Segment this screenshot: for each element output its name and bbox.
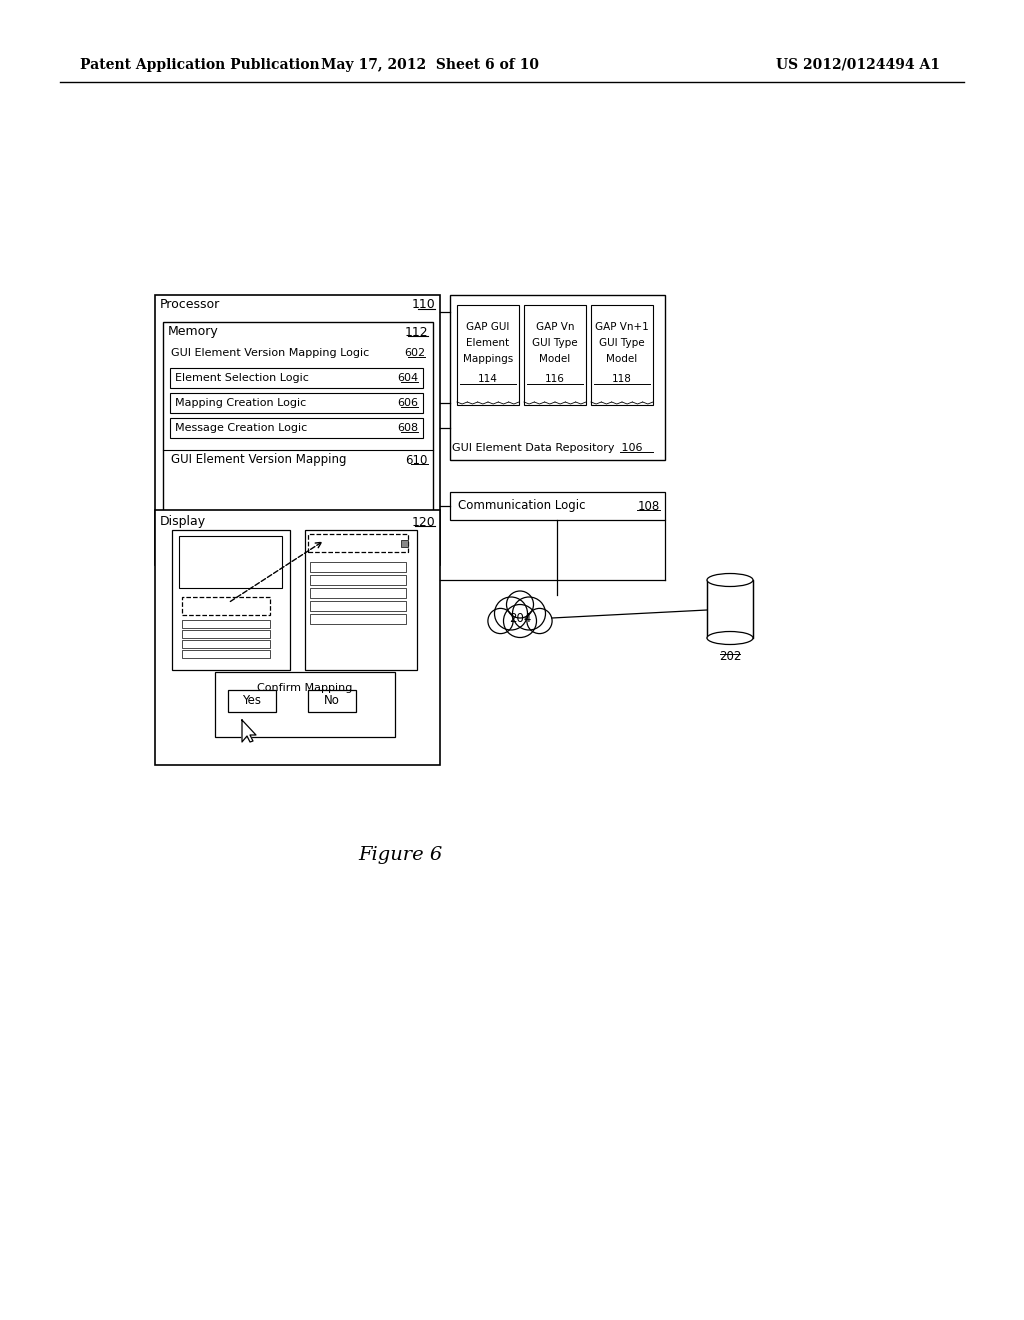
Text: May 17, 2012  Sheet 6 of 10: May 17, 2012 Sheet 6 of 10 xyxy=(321,58,539,73)
Bar xyxy=(310,587,406,598)
Bar xyxy=(450,492,665,520)
Text: Communication Logic: Communication Logic xyxy=(458,499,586,512)
Circle shape xyxy=(495,597,527,630)
Text: Display: Display xyxy=(160,516,206,528)
Bar xyxy=(182,630,270,638)
Bar xyxy=(310,576,406,585)
Text: 610: 610 xyxy=(406,454,428,466)
Text: GUI Type: GUI Type xyxy=(532,338,578,348)
Bar xyxy=(308,535,408,552)
Text: GAP Vn+1: GAP Vn+1 xyxy=(595,322,649,333)
Text: GUI Element Version Mapping Logic: GUI Element Version Mapping Logic xyxy=(171,348,370,358)
Bar xyxy=(457,305,519,405)
Text: US 2012/0124494 A1: US 2012/0124494 A1 xyxy=(776,58,940,73)
Circle shape xyxy=(512,597,546,630)
Text: GUI Element Version Mapping: GUI Element Version Mapping xyxy=(171,454,346,466)
Text: 202: 202 xyxy=(719,649,741,663)
Bar xyxy=(182,649,270,657)
Bar xyxy=(170,393,423,413)
Bar xyxy=(163,322,433,552)
Text: 602: 602 xyxy=(403,348,425,358)
Text: Patent Application Publication: Patent Application Publication xyxy=(80,58,319,73)
Bar xyxy=(305,531,417,671)
Text: Message Creation Logic: Message Creation Logic xyxy=(175,422,307,433)
Bar xyxy=(707,579,753,638)
Bar xyxy=(310,562,406,572)
Bar xyxy=(155,294,440,565)
Circle shape xyxy=(507,591,534,618)
Bar xyxy=(179,536,282,587)
Bar xyxy=(524,305,586,405)
Text: GAP GUI: GAP GUI xyxy=(466,322,510,333)
Circle shape xyxy=(504,605,537,638)
Text: GAP Vn: GAP Vn xyxy=(536,322,574,333)
Text: Memory: Memory xyxy=(168,326,219,338)
Bar xyxy=(170,418,423,438)
Text: Mapping Creation Logic: Mapping Creation Logic xyxy=(175,399,306,408)
Bar xyxy=(172,531,290,671)
Text: 118: 118 xyxy=(612,374,632,384)
Bar xyxy=(450,294,665,459)
Text: 608: 608 xyxy=(397,422,418,433)
Bar xyxy=(182,597,270,615)
Bar xyxy=(308,690,356,711)
Text: Mappings: Mappings xyxy=(463,354,513,364)
Text: 114: 114 xyxy=(478,374,498,384)
Bar xyxy=(182,620,270,628)
Text: Confirm Mapping: Confirm Mapping xyxy=(257,682,352,693)
Text: 112: 112 xyxy=(404,326,428,338)
Text: Model: Model xyxy=(540,354,570,364)
Text: 604: 604 xyxy=(397,374,418,383)
Ellipse shape xyxy=(707,631,753,644)
Text: Element: Element xyxy=(467,338,510,348)
Bar xyxy=(228,690,276,711)
Text: 116: 116 xyxy=(545,374,565,384)
Text: Element Selection Logic: Element Selection Logic xyxy=(175,374,309,383)
Bar xyxy=(215,672,395,737)
Bar xyxy=(182,640,270,648)
Text: GUI Type: GUI Type xyxy=(599,338,645,348)
Text: 108: 108 xyxy=(638,499,660,512)
Bar xyxy=(310,601,406,611)
Polygon shape xyxy=(242,719,256,742)
Text: 204: 204 xyxy=(509,611,531,624)
Text: Figure 6: Figure 6 xyxy=(357,846,442,865)
Bar xyxy=(155,510,440,766)
Text: GUI Element Data Repository  106: GUI Element Data Repository 106 xyxy=(453,444,643,453)
Bar xyxy=(591,305,653,405)
Bar xyxy=(170,368,423,388)
Circle shape xyxy=(487,609,513,634)
Text: 110: 110 xyxy=(412,298,435,312)
Text: No: No xyxy=(324,694,340,708)
Bar xyxy=(401,540,408,546)
Text: 606: 606 xyxy=(397,399,418,408)
Text: Processor: Processor xyxy=(160,298,220,312)
Text: Yes: Yes xyxy=(243,694,261,708)
Text: Model: Model xyxy=(606,354,638,364)
Ellipse shape xyxy=(707,573,753,586)
Bar xyxy=(310,614,406,624)
Circle shape xyxy=(527,609,552,634)
Text: 120: 120 xyxy=(412,516,435,528)
